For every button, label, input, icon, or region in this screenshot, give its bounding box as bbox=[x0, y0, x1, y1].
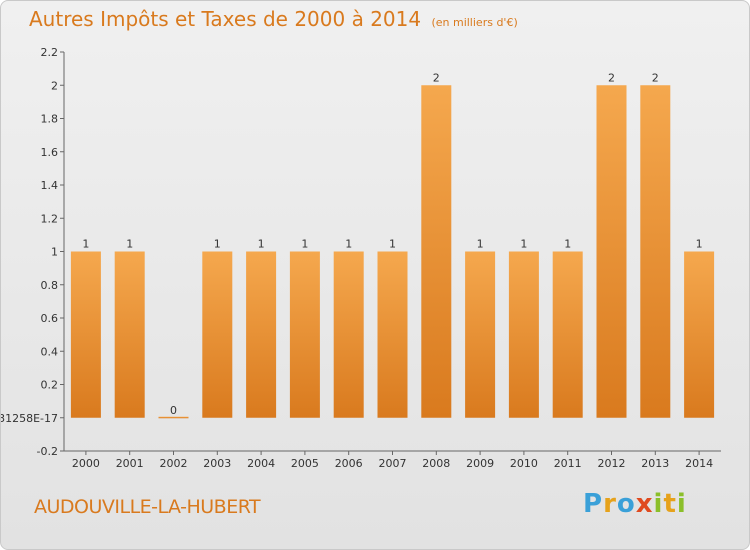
y-tick-label: -0.2 bbox=[37, 445, 58, 458]
x-tick-label: 2001 bbox=[116, 457, 144, 470]
bar-value-label: 2 bbox=[608, 71, 615, 84]
chart-subtitle: (en milliers d'€) bbox=[431, 16, 518, 29]
x-tick-label: 2004 bbox=[247, 457, 275, 470]
y-tick-label: -5.5511151231258E-17 bbox=[1, 412, 58, 425]
commune-name: AUDOUVILLE-LA-HUBERT bbox=[34, 496, 261, 518]
y-tick-label: 2 bbox=[51, 79, 58, 92]
bar-2008 bbox=[421, 85, 452, 418]
x-tick-label: 2013 bbox=[641, 457, 669, 470]
bar-value-label: 0 bbox=[170, 404, 177, 417]
x-tick-label: 2007 bbox=[379, 457, 407, 470]
x-tick-label: 2006 bbox=[335, 457, 363, 470]
bar-value-label: 1 bbox=[301, 238, 308, 251]
bar-2005 bbox=[289, 251, 320, 418]
x-tick-label: 2012 bbox=[598, 457, 626, 470]
bar-value-label: 1 bbox=[564, 238, 571, 251]
proxiti-logo[interactable]: Proxiti bbox=[583, 489, 687, 519]
bar-value-label: 1 bbox=[126, 238, 133, 251]
x-tick-label: 2011 bbox=[554, 457, 582, 470]
y-tick-label: 0.6 bbox=[41, 312, 59, 325]
bar-2013 bbox=[640, 85, 671, 418]
bar-2012 bbox=[596, 85, 627, 418]
bar-2007 bbox=[377, 251, 408, 418]
y-tick-label: 1.2 bbox=[41, 212, 59, 225]
bar-value-label: 1 bbox=[696, 238, 703, 251]
bar-value-label: 1 bbox=[477, 238, 484, 251]
chart-title-text: Autres Impôts et Taxes de 2000 à 2014 bbox=[29, 7, 422, 31]
x-tick-label: 2002 bbox=[160, 457, 188, 470]
y-tick-label: 0.8 bbox=[41, 279, 59, 292]
bar-2006 bbox=[333, 251, 364, 418]
bar-2000 bbox=[70, 251, 101, 418]
chart-title: Autres Impôts et Taxes de 2000 à 2014 (e… bbox=[29, 7, 518, 31]
y-tick-label: 1 bbox=[51, 246, 58, 259]
bar-2009 bbox=[465, 251, 496, 418]
bar-2002 bbox=[158, 416, 189, 419]
y-tick-label: 2.2 bbox=[41, 46, 59, 59]
bar-2004 bbox=[246, 251, 277, 418]
bar-value-label: 2 bbox=[652, 71, 659, 84]
x-tick-label: 2014 bbox=[685, 457, 713, 470]
x-tick-label: 2008 bbox=[422, 457, 450, 470]
bar-2014 bbox=[684, 251, 715, 418]
y-tick-label: 1.8 bbox=[41, 113, 59, 126]
x-tick-label: 2005 bbox=[291, 457, 319, 470]
bar-2010 bbox=[508, 251, 539, 418]
bar-2003 bbox=[202, 251, 233, 418]
y-tick-label: 1.6 bbox=[41, 146, 59, 159]
bar-value-label: 1 bbox=[389, 238, 396, 251]
y-tick-label: 0.2 bbox=[41, 379, 59, 392]
x-tick-label: 2000 bbox=[72, 457, 100, 470]
x-tick-label: 2009 bbox=[466, 457, 494, 470]
y-tick-label: 0.4 bbox=[41, 345, 59, 358]
bar-value-label: 1 bbox=[82, 238, 89, 251]
x-tick-label: 2010 bbox=[510, 457, 538, 470]
bar-value-label: 1 bbox=[214, 238, 221, 251]
bar-value-label: 1 bbox=[520, 238, 527, 251]
bar-value-label: 1 bbox=[345, 238, 352, 251]
x-tick-label: 2003 bbox=[203, 457, 231, 470]
bar-value-label: 2 bbox=[433, 71, 440, 84]
bar-value-label: 1 bbox=[258, 238, 265, 251]
bar-2001 bbox=[114, 251, 145, 418]
bar-2011 bbox=[552, 251, 583, 418]
y-tick-label: 1.4 bbox=[41, 179, 59, 192]
